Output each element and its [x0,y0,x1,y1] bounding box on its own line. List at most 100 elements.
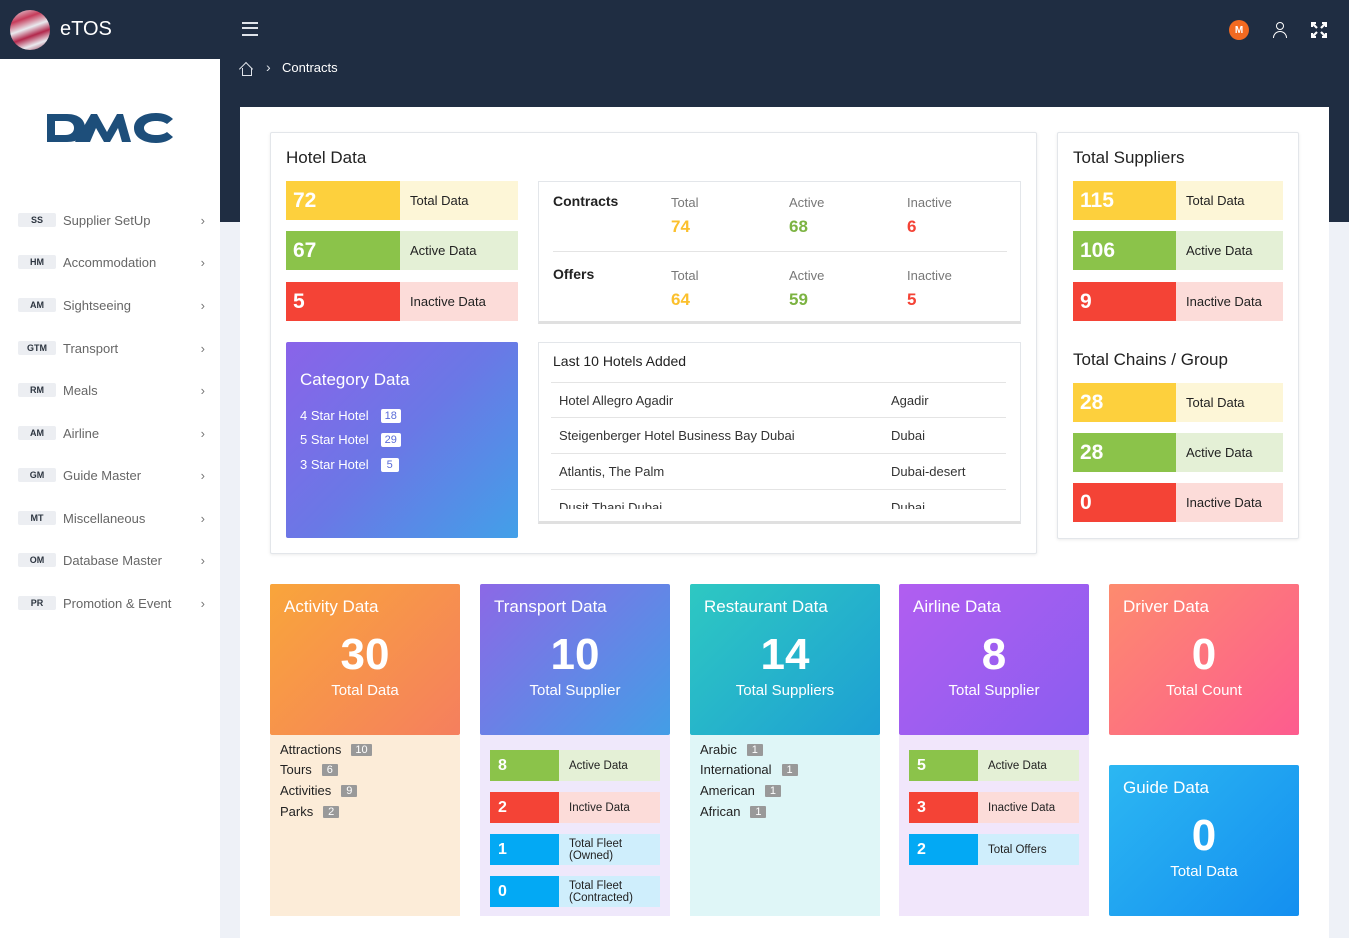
stat-value: 72 [286,181,400,220]
sidebar-item-accommodation[interactable]: HM Accommodation › [18,251,213,273]
list-item: International 1 [700,762,798,777]
sidebar-item-database-master[interactable]: OM Database Master › [18,549,213,571]
hotel-total-stat[interactable]: 72 Total Data [286,181,518,220]
tile-title: Restaurant Data [704,597,828,616]
transport-data-tile[interactable]: Transport Data 10 Total Supplier [480,584,670,735]
hotel-city: Dubai-desert [891,463,966,479]
hotel-name: Dusit Thani Dubai [559,499,663,510]
category-count-badge: 5 [380,457,399,472]
stat-value: 2 [909,834,978,865]
chevron-right-icon: › [200,382,205,398]
tile-title: Transport Data [494,597,607,616]
user-icon[interactable] [1271,20,1289,40]
category-count-badge: 18 [380,408,401,423]
offers-active-label: Active [789,268,825,283]
chevron-right-icon: › [200,425,205,441]
sidebar-item-supplier-setup[interactable]: SS Supplier SetUp › [18,209,213,231]
item-label: American [700,783,755,798]
item-label: African [700,804,741,819]
tile-value: 0 [1191,630,1217,679]
tile-title: Airline Data [913,597,1001,616]
hotel-city: Dubai [891,499,925,510]
brand[interactable]: eTOS [0,0,220,59]
transport-fleet-owned-stat[interactable]: 1 Total Fleet (Owned) [490,834,660,865]
top-bar: eTOS M [0,0,1349,59]
chains-active-stat[interactable]: 28 Active Data [1073,433,1283,472]
activity-data-tile[interactable]: Activity Data 30 Total Data [270,584,460,735]
hamburger-menu-icon[interactable] [242,22,258,36]
sidebar-item-transport[interactable]: GTM Transport › [18,337,213,359]
chevron-right-icon: › [200,340,205,356]
stat-value: 0 [490,876,559,907]
sidebar-item-airline[interactable]: AM Airline › [18,422,213,444]
guide-data-tile[interactable]: Guide Data 0 Total Data [1109,765,1299,916]
stat-label: Inactive Data [1176,483,1283,522]
contracts-inactive-value: 6 [907,217,917,236]
avatar[interactable]: M [1229,20,1249,40]
stat-value: 106 [1073,231,1176,270]
sidebar-item-miscellaneous[interactable]: MT Miscellaneous › [18,507,213,529]
stat-value: 28 [1073,433,1176,472]
suppliers-inactive-stat[interactable]: 9 Inactive Data [1073,282,1283,321]
stat-value: 8 [490,750,559,781]
app-name: eTOS [60,18,112,40]
last-hotels-box: Last 10 Hotels Added Hotel Allegro Agadi… [538,342,1021,524]
offers-total-value: 64 [671,290,690,309]
sidebar-item-meals[interactable]: RM Meals › [18,379,213,401]
list-item: Arabic 1 [700,742,763,757]
hotel-data-title: Hotel Data [286,148,367,167]
transport-inactive-stat[interactable]: 2 Inctive Data [490,792,660,823]
nav-code-badge: AM [18,298,56,312]
stat-value: 67 [286,231,400,270]
stat-label: Inactive Data [978,792,1079,823]
airline-inactive-stat[interactable]: 3 Inactive Data [909,792,1079,823]
transport-fleet-contracted-stat[interactable]: 0 Total Fleet (Contracted) [490,876,660,907]
breadcrumb-current: Contracts [282,60,338,75]
category-row: 5 Star Hotel 29 [300,432,401,447]
stat-label: Active Data [1176,231,1283,270]
suppliers-total-stat[interactable]: 115 Total Data [1073,181,1283,220]
chevron-right-icon: › [200,595,205,611]
driver-data-tile[interactable]: Driver Data 0 Total Count [1109,584,1299,735]
suppliers-active-stat[interactable]: 106 Active Data [1073,231,1283,270]
hotel-active-stat[interactable]: 67 Active Data [286,231,518,270]
nav-label: Accommodation [63,254,157,270]
chevron-right-icon: › [266,59,271,75]
nav-label: Transport [63,340,119,356]
sidebar-item-guide-master[interactable]: GM Guide Master › [18,464,213,486]
stat-value: 5 [909,750,978,781]
contracts-row: Contracts Total 74 Active 68 Inactive 6 [553,193,1007,243]
tile-subtitle: Total Data [331,682,399,699]
list-item: American 1 [700,783,781,798]
list-item: Tours 6 [280,762,338,777]
hotel-name: Atlantis, The Palm [559,463,665,479]
hotel-inactive-stat[interactable]: 5 Inactive Data [286,282,518,321]
airline-active-stat[interactable]: 5 Active Data [909,750,1079,781]
offers-total-label: Total [671,268,699,283]
stat-label: Total Offers [978,834,1079,865]
transport-active-stat[interactable]: 8 Active Data [490,750,660,781]
chains-inactive-stat[interactable]: 0 Inactive Data [1073,483,1283,522]
sidebar-item-sightseeing[interactable]: AM Sightseeing › [18,294,213,316]
table-row[interactable]: Atlantis, The Palm Dubai-desert [551,453,1006,488]
table-row[interactable]: Dusit Thani Dubai Dubai [551,489,1006,509]
transport-breakdown: 8 Active Data 2 Inctive Data 1 Total Fleet … [480,735,670,916]
home-icon[interactable] [238,60,254,77]
category-row: 3 Star Hotel 5 [300,457,399,472]
stat-label: Total Fleet (Contracted) [559,876,660,907]
last-hotels-list[interactable]: Hotel Allegro Agadir Agadir Steigenberger… [539,382,1020,509]
airline-data-tile[interactable]: Airline Data 8 Total Supplier [899,584,1089,735]
nav-label: Guide Master [63,467,142,483]
fullscreen-icon[interactable] [1310,21,1328,39]
contracts-label: Contracts [553,193,619,209]
sidebar-item-promotion-event[interactable]: PR Promotion & Event › [18,592,213,614]
restaurant-data-tile[interactable]: Restaurant Data 14 Total Suppliers [690,584,880,735]
stat-value: 28 [1073,383,1176,422]
chains-total-stat[interactable]: 28 Total Data [1073,383,1283,422]
airline-offers-stat[interactable]: 2 Total Offers [909,834,1079,865]
nav-label: Supplier SetUp [63,212,151,228]
stat-label: Inctive Data [559,792,660,823]
category-data-card[interactable]: Category Data 4 Star Hotel 18 5 Star Hote… [286,342,518,538]
table-row[interactable]: Hotel Allegro Agadir Agadir [551,382,1006,417]
table-row[interactable]: Steigenberger Hotel Business Bay Dubai Du… [551,417,1006,452]
